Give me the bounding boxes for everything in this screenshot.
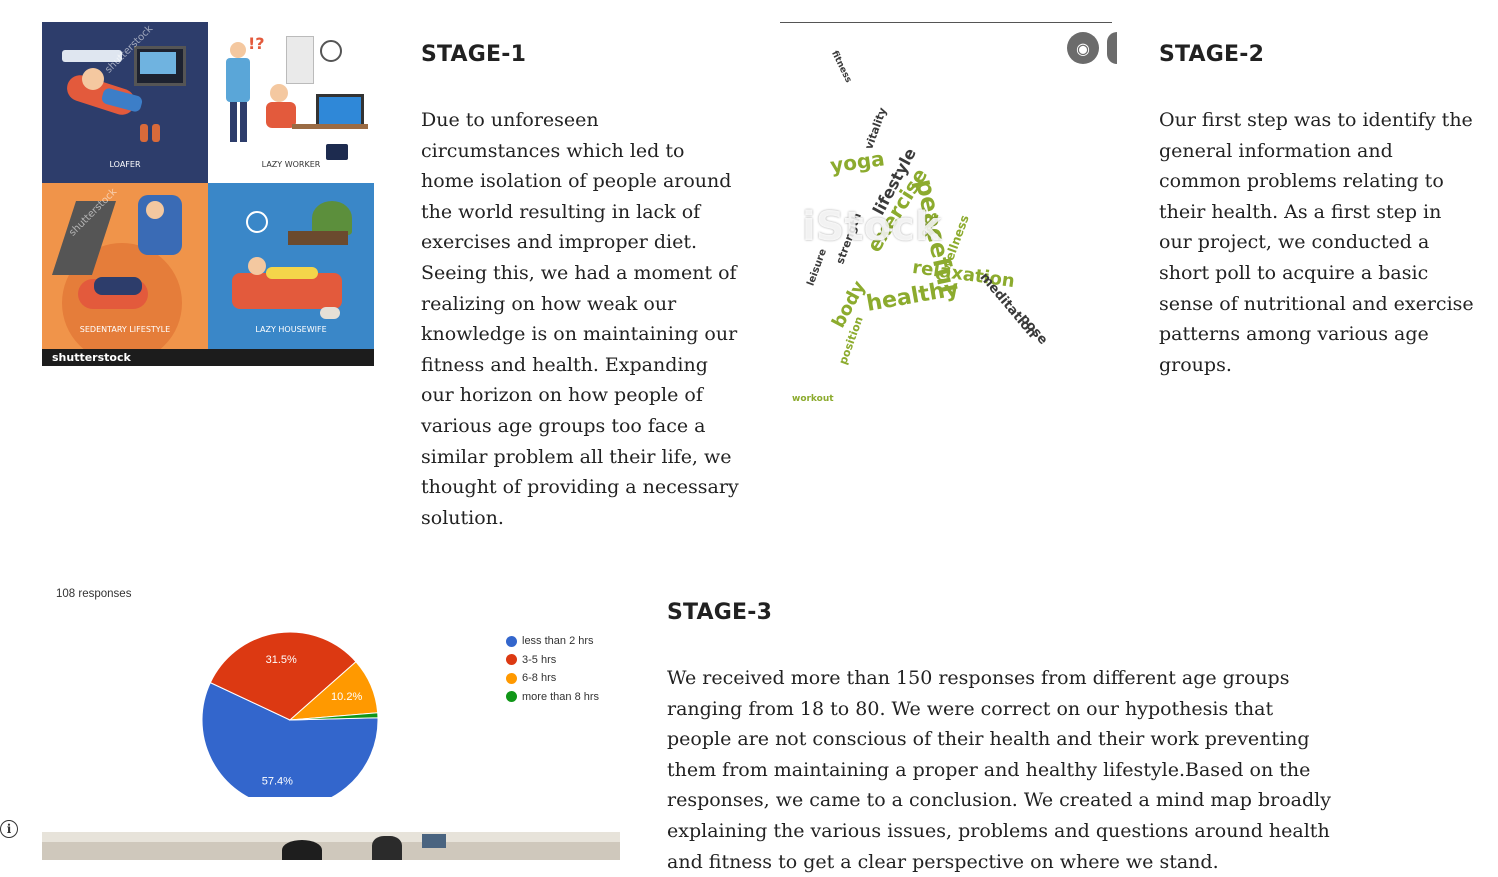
overflow-button[interactable]	[1107, 32, 1117, 64]
cloud-word: healthy	[864, 276, 961, 317]
pie-slice-0	[201, 681, 379, 800]
sedentary-label: SEDENTARY LIFESTYLE	[79, 325, 171, 334]
stage2-heading: STAGE-2	[1159, 42, 1265, 67]
cloud-word: fitness	[829, 49, 854, 85]
shutterstock-logo: shutterstock	[52, 351, 131, 364]
poll-results-chart: 108 responses 57.4% 31.5% 10.2% less than …	[42, 580, 620, 800]
legend-swatch	[506, 691, 517, 702]
stage3-heading: STAGE-3	[667, 600, 773, 625]
classroom-photo	[42, 832, 620, 860]
legend-swatch	[506, 672, 517, 684]
legend-item: less than 2 hrs	[506, 635, 594, 647]
pie-data-label-0: 57.4%	[262, 775, 293, 787]
lens-icon: ◉	[1076, 38, 1090, 58]
cloud-word: workout	[792, 394, 834, 404]
stage2-image: fitness vitality yoga lifestyle exercise…	[780, 22, 1117, 414]
loafer-panel: LOAFER shutterstock	[42, 22, 208, 183]
pie-data-label-2: 10.2%	[331, 691, 362, 703]
visual-search-button[interactable]: ◉	[1067, 32, 1099, 64]
sedentary-panel: SEDENTARY LIFESTYLE shutterstock	[42, 183, 208, 349]
legend-item: 6-8 hrs	[506, 672, 556, 684]
stage3-body: We received more than 150 responses from…	[667, 667, 1331, 873]
legend-swatch	[506, 654, 517, 665]
istock-watermark: iStock	[802, 204, 942, 250]
stage1-body: Due to unforeseen circumstances which le…	[421, 109, 739, 529]
lazy-worker-label: LAZY WORKER	[261, 160, 321, 169]
legend-label: 3-5 hrs	[522, 653, 557, 666]
responses-caption: 108 responses	[56, 588, 132, 600]
pie-chart: 57.4% 31.5% 10.2%	[42, 631, 620, 800]
cloud-word: leisure	[805, 247, 829, 288]
legend-label: more than 8 hrs	[522, 690, 600, 703]
cloud-word: yoga	[828, 146, 886, 178]
housewife-panel: LAZY HOUSEWIFE	[208, 183, 374, 349]
stage1-heading: STAGE-1	[421, 42, 527, 67]
legend-label: 6-8 hrs	[522, 672, 557, 684]
lazy-worker-panel: !? LAZY WORKER	[208, 22, 374, 183]
cloud-word: vitality	[862, 105, 890, 152]
pie-slice-1	[209, 631, 357, 721]
shutterstock-band: shutterstock	[42, 349, 374, 366]
stage1-image: LOAFER shutterstock !? LAZY WORKER SEDEN…	[42, 22, 374, 366]
stage2-body: Our first step was to identify the gener…	[1159, 109, 1474, 376]
pie-slice-3	[289, 712, 379, 721]
legend-swatch	[506, 635, 517, 647]
legend-label: less than 2 hrs	[522, 635, 594, 647]
pie-data-label-1: 31.5%	[266, 654, 297, 666]
loafer-label: LOAFER	[109, 160, 141, 169]
legend-item: 3-5 hrs	[506, 654, 556, 666]
housewife-label: LAZY HOUSEWIFE	[255, 325, 327, 334]
info-icon[interactable]: i	[0, 820, 18, 838]
legend-item: more than 8 hrs	[506, 691, 599, 703]
